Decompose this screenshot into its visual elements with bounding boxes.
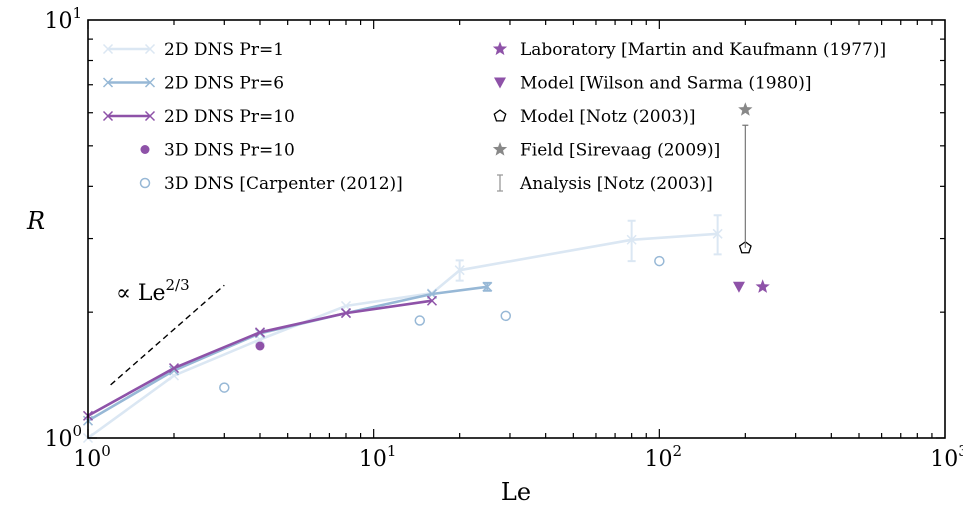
tick-base: 10 (645, 447, 673, 472)
x-axis-title: Le (501, 478, 531, 506)
legend-left-item: 2D DNS Pr=1 (102, 40, 284, 60)
x-tick-label: 101 (359, 442, 397, 472)
legend-label: 2D DNS Pr=1 (164, 40, 284, 60)
legend-label: 3D DNS [Carpenter (2012)] (164, 174, 403, 194)
data-point (340, 308, 352, 319)
series-line (87, 232, 718, 440)
legend-left-item: 2D DNS Pr=10 (102, 107, 295, 127)
legend-right-item: Analysis [Notz (2003)] (497, 174, 713, 194)
legend-marker (494, 77, 506, 89)
legend-marker (144, 77, 156, 88)
tick-exp: 1 (387, 442, 397, 460)
range-bar (742, 124, 749, 248)
x-tick-label: 100 (73, 442, 111, 472)
y-tick-label: 101 (44, 4, 82, 34)
data-point (426, 295, 438, 306)
tick-exp: 0 (101, 442, 111, 460)
data-point (168, 363, 180, 374)
legend-marker (102, 43, 114, 55)
legend-label: 3D DNS Pr=10 (164, 141, 295, 161)
legend-marker (144, 43, 156, 55)
plot-frame (87, 19, 946, 439)
legend-right-item: Model [Wilson and Sarma (1980)] (494, 74, 812, 94)
data-point (500, 310, 512, 322)
legend-marker (497, 174, 503, 192)
tick-base: 10 (930, 447, 958, 472)
tick-base: 10 (44, 9, 72, 34)
legend-label: Model [Wilson and Sarma (1980)] (520, 74, 812, 94)
legend-marker (492, 41, 508, 56)
legend-right-item: Laboratory [Martin and Kaufmann (1977)] (492, 40, 886, 60)
data-point (755, 279, 770, 293)
series-line (87, 299, 433, 417)
legend-left-item: 3D DNS Pr=10 (140, 141, 295, 161)
tick-base: 10 (359, 447, 387, 472)
data-point (254, 327, 266, 338)
legend-label: Model [Notz (2003)] (520, 107, 696, 127)
tick-base: 10 (73, 447, 101, 472)
series-5 (755, 279, 770, 293)
data-point (654, 255, 665, 267)
data-point (414, 315, 426, 326)
series-0 (82, 214, 723, 444)
legend-marker (492, 142, 508, 156)
data-point (219, 382, 230, 393)
tick-exp: 0 (72, 422, 82, 440)
scaling-annotation: ∝ Le2/3 (116, 276, 190, 306)
legend-label: 2D DNS Pr=10 (164, 107, 295, 127)
legend-label: Field [Sirevaag (2009)] (520, 141, 720, 161)
data-point (626, 234, 637, 245)
legend-right-item: Model [Notz (2003)] (493, 107, 696, 127)
data-point (738, 102, 753, 116)
legend-right-item: Field [Sirevaag (2009)] (492, 141, 720, 161)
series-3 (255, 341, 265, 351)
scaling-annotation-prefix: ∝ Le (116, 281, 166, 306)
series-8 (738, 102, 753, 116)
series-9 (742, 124, 749, 248)
plot-area (82, 102, 770, 444)
axis-ticks: 100101102103100101 (44, 4, 963, 472)
x-tick-label: 102 (645, 442, 683, 472)
scaling-annotation-exp: 2/3 (166, 276, 190, 294)
y-tick-label: 100 (44, 422, 82, 452)
series-2 (82, 295, 438, 421)
legend-marker (493, 109, 507, 122)
tick-exp: 2 (673, 442, 683, 460)
legend: 2D DNS Pr=1 2D DNS Pr=6 2D DNS Pr=10 3D DNS… (102, 40, 886, 194)
tick-base: 10 (44, 427, 72, 452)
legend-marker (102, 110, 114, 122)
data-point (482, 281, 493, 292)
data-point (255, 341, 265, 351)
legend-marker (140, 145, 150, 154)
tick-exp: 1 (72, 4, 82, 22)
legend-marker (144, 110, 156, 122)
legend-left-item: 2D DNS Pr=6 (102, 74, 284, 94)
tick-exp: 3 (958, 442, 963, 460)
scaling-line (110, 284, 225, 386)
legend-label: Analysis [Notz (2003)] (519, 174, 713, 194)
series-4 (219, 255, 665, 393)
data-point (712, 228, 723, 239)
data-point (340, 300, 352, 311)
series-6 (732, 281, 745, 293)
y-axis-title: R (26, 207, 45, 235)
legend-marker (139, 177, 151, 189)
error-bar (627, 219, 636, 263)
x-tick-label: 103 (930, 442, 963, 472)
legend-label: 2D DNS Pr=6 (164, 74, 284, 94)
legend-label: Laboratory [Martin and Kaufmann (1977)] (520, 40, 886, 60)
data-point (454, 265, 465, 276)
data-point (732, 281, 745, 293)
legend-left-item: 3D DNS [Carpenter (2012)] (139, 174, 403, 194)
legend-marker (102, 77, 114, 88)
series-line (87, 285, 488, 422)
